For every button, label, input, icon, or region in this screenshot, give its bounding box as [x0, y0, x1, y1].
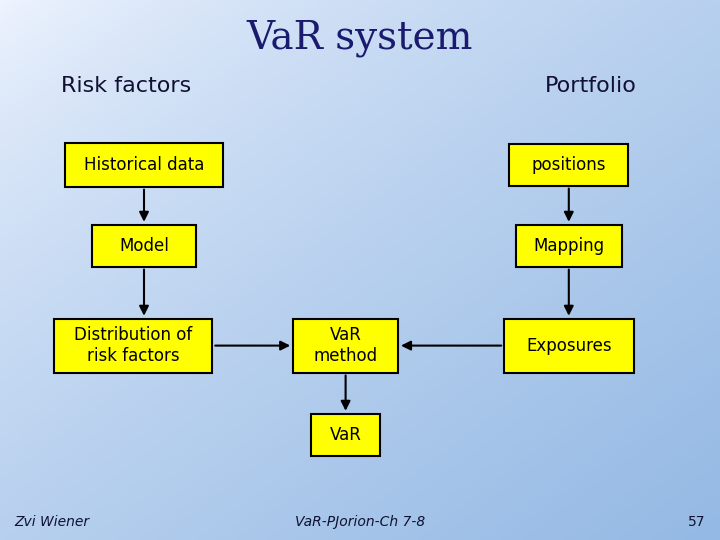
Text: Risk factors: Risk factors [61, 76, 191, 97]
Text: 57: 57 [688, 515, 706, 529]
FancyBboxPatch shape [54, 319, 212, 373]
Text: VaR-PJorion-Ch 7-8: VaR-PJorion-Ch 7-8 [295, 515, 425, 529]
Text: positions: positions [531, 156, 606, 174]
FancyBboxPatch shape [294, 319, 397, 373]
Text: Distribution of
risk factors: Distribution of risk factors [74, 326, 192, 365]
Text: VaR
method: VaR method [313, 326, 378, 365]
Text: Portfolio: Portfolio [544, 76, 636, 97]
Text: VaR: VaR [330, 426, 361, 444]
Text: VaR system: VaR system [247, 19, 473, 57]
FancyBboxPatch shape [504, 319, 634, 373]
FancyBboxPatch shape [510, 144, 628, 186]
FancyBboxPatch shape [92, 225, 196, 267]
Text: Mapping: Mapping [534, 237, 604, 255]
Text: Model: Model [119, 237, 169, 255]
Text: Zvi Wiener: Zvi Wiener [14, 515, 89, 529]
FancyBboxPatch shape [65, 143, 223, 187]
Text: Exposures: Exposures [526, 336, 611, 355]
FancyBboxPatch shape [516, 225, 622, 267]
Text: Historical data: Historical data [84, 156, 204, 174]
FancyBboxPatch shape [311, 414, 380, 456]
